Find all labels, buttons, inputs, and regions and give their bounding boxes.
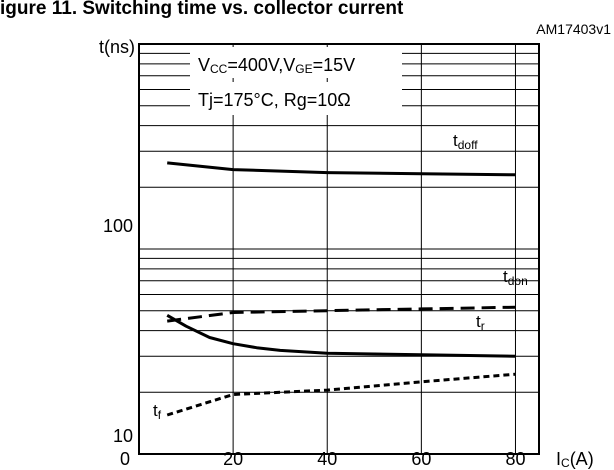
label-tf: tf	[153, 401, 162, 422]
conditions-line-1: VCC=400V,VGE=15V	[198, 55, 355, 76]
x-tick-20: 20	[223, 449, 243, 469]
conditions-line-2: Tj=175°C, Rg=10Ω	[198, 90, 351, 110]
x-tick-60: 60	[411, 449, 431, 469]
x-tick-40: 40	[317, 449, 337, 469]
conditions-box-2	[190, 82, 402, 115]
series-tdoff-line	[167, 161, 516, 177]
conditions-box-1	[190, 47, 402, 78]
series-lines	[166, 161, 516, 417]
y-axis-label: t(ns)	[99, 37, 135, 57]
y-tick-10: 10	[113, 426, 133, 446]
plot-frame	[138, 43, 540, 455]
x-tick-80: 80	[505, 449, 525, 469]
y-tick-100: 100	[103, 216, 133, 236]
figure-heading: igure 11. Switching time vs. collector c…	[0, 0, 404, 19]
series-tdon-line	[167, 305, 516, 323]
label-tdoff: tdoff	[453, 131, 478, 152]
figure-code: AM17403v1	[536, 21, 611, 37]
label-tr: tr	[476, 312, 485, 333]
label-tdon: tdon	[503, 267, 528, 288]
series-tr-line	[166, 314, 516, 358]
x-tick-labels: 0 20 40 60 80	[120, 449, 525, 469]
series-tf-line	[166, 372, 516, 417]
x-axis-label: IC(A)	[556, 449, 594, 470]
x-tick-0: 0	[120, 449, 130, 469]
